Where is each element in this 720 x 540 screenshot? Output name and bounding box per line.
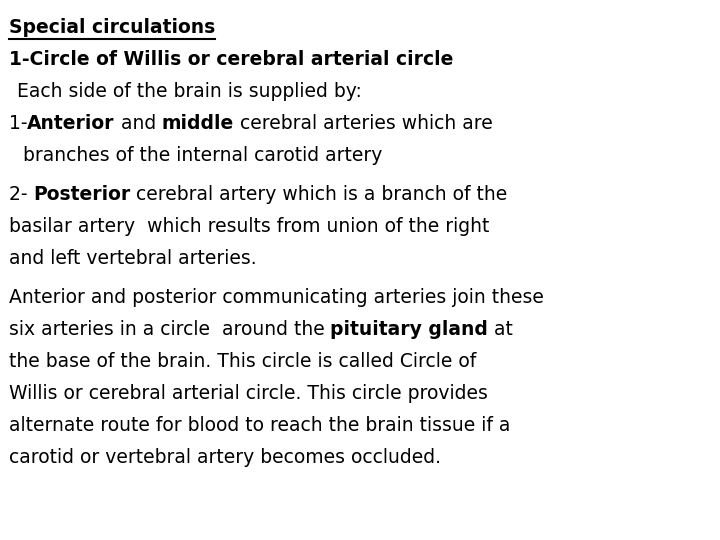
Text: basilar artery  which results from union of the right: basilar artery which results from union … xyxy=(9,217,489,236)
Text: cerebral artery which is a branch of the: cerebral artery which is a branch of the xyxy=(130,185,508,204)
Text: 1-: 1- xyxy=(9,114,27,133)
Text: cerebral arteries which are: cerebral arteries which are xyxy=(234,114,493,133)
Text: Anterior: Anterior xyxy=(27,114,114,133)
Text: the base of the brain. This circle is called Circle of: the base of the brain. This circle is ca… xyxy=(9,352,476,371)
Text: carotid or vertebral artery becomes occluded.: carotid or vertebral artery becomes occl… xyxy=(9,448,441,467)
Text: Each side of the brain is supplied by:: Each side of the brain is supplied by: xyxy=(17,82,361,101)
Text: six arteries in a circle  around the: six arteries in a circle around the xyxy=(9,320,330,339)
Text: Willis or cerebral arterial circle. This circle provides: Willis or cerebral arterial circle. This… xyxy=(9,384,487,403)
Text: and left vertebral arteries.: and left vertebral arteries. xyxy=(9,249,256,268)
Text: Special circulations: Special circulations xyxy=(9,18,215,37)
Text: 1-Circle of Willis or cerebral arterial circle: 1-Circle of Willis or cerebral arterial … xyxy=(9,50,453,69)
Text: branches of the internal carotid artery: branches of the internal carotid artery xyxy=(17,146,382,165)
Text: Anterior and posterior communicating arteries join these: Anterior and posterior communicating art… xyxy=(9,288,544,307)
Text: alternate route for blood to reach the brain tissue if a: alternate route for blood to reach the b… xyxy=(9,416,510,435)
Text: 2-: 2- xyxy=(9,185,33,204)
Text: Posterior: Posterior xyxy=(33,185,130,204)
Text: and: and xyxy=(114,114,162,133)
Text: middle: middle xyxy=(162,114,234,133)
Text: pituitary gland: pituitary gland xyxy=(330,320,488,339)
Text: at: at xyxy=(488,320,513,339)
